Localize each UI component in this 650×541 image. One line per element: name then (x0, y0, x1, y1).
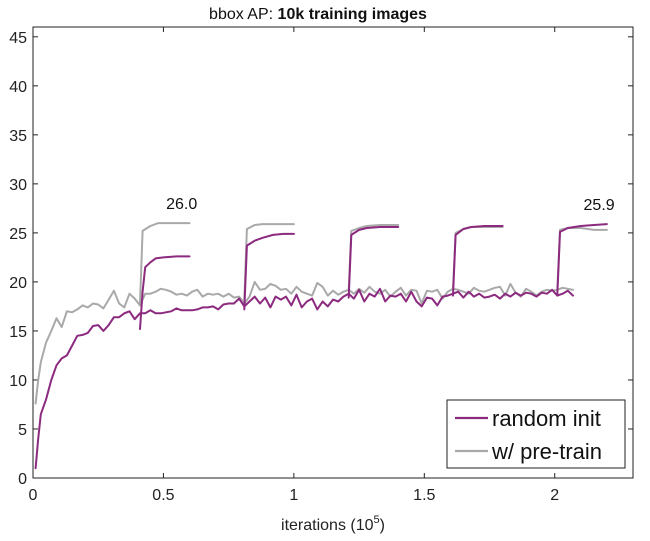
series-line-random-init-1 (139, 255, 191, 330)
y-tick-label: 25 (9, 226, 27, 243)
y-tick-label: 10 (9, 373, 27, 390)
series-line-random-init-3 (347, 226, 400, 299)
series-line-pretrain-5 (556, 227, 608, 291)
annotation-label: 26.0 (166, 196, 197, 213)
legend-label-pretrain: w/ pre-train (491, 439, 602, 464)
series-line-random-init-0 (34, 287, 574, 470)
y-ticks: 0 5 10 15 20 25 30 35 40 45 (9, 30, 633, 488)
x-tick-label: 1 (289, 487, 298, 504)
series-line-pretrain-4 (452, 226, 504, 290)
x-tick-label: 0 (29, 487, 38, 504)
series-line-pretrain-1 (139, 222, 191, 305)
x-axis-label-exp: 5 (374, 514, 380, 526)
x-ticks: 0 0.5 1 1.5 2 (29, 27, 559, 504)
y-tick-label: 15 (9, 324, 27, 341)
annotation-label: 25.9 (584, 197, 615, 214)
chart-title: bbox AP: 10k training images (209, 6, 427, 23)
x-tick-label: 2 (550, 487, 559, 504)
chart-title-prefix: bbox AP: (209, 6, 278, 23)
annotations: 26.0 25.9 (166, 196, 615, 214)
y-tick-label: 20 (9, 275, 27, 292)
series-line-random-init-2 (243, 232, 295, 311)
y-tick-label: 30 (9, 177, 27, 194)
series-line-random-init-5 (556, 223, 608, 297)
y-tick-label: 0 (18, 471, 27, 488)
legend-label-random-init: random init (492, 406, 601, 431)
y-tick-label: 5 (18, 422, 27, 439)
series-line-random-init-4 (452, 225, 504, 297)
series-lines (34, 222, 608, 470)
x-axis-label-suffix: ) (380, 517, 385, 534)
legend: random init w/ pre-train (446, 399, 626, 469)
x-tick-label: 1.5 (413, 487, 435, 504)
chart-title-bold: 10k training images (278, 6, 427, 23)
legend-box (446, 399, 626, 469)
series-line-pretrain-0 (34, 280, 574, 405)
plot-area (32, 26, 634, 479)
series-line-pretrain-2 (243, 223, 295, 301)
y-tick-label: 40 (9, 79, 27, 96)
x-axis-label: iterations (105) (281, 514, 385, 534)
series-line-pretrain-3 (347, 224, 400, 291)
x-tick-label: 0.5 (152, 487, 174, 504)
y-tick-label: 35 (9, 128, 27, 145)
y-tick-label: 45 (9, 30, 27, 47)
x-axis-label-text: iterations (10 (281, 517, 374, 534)
